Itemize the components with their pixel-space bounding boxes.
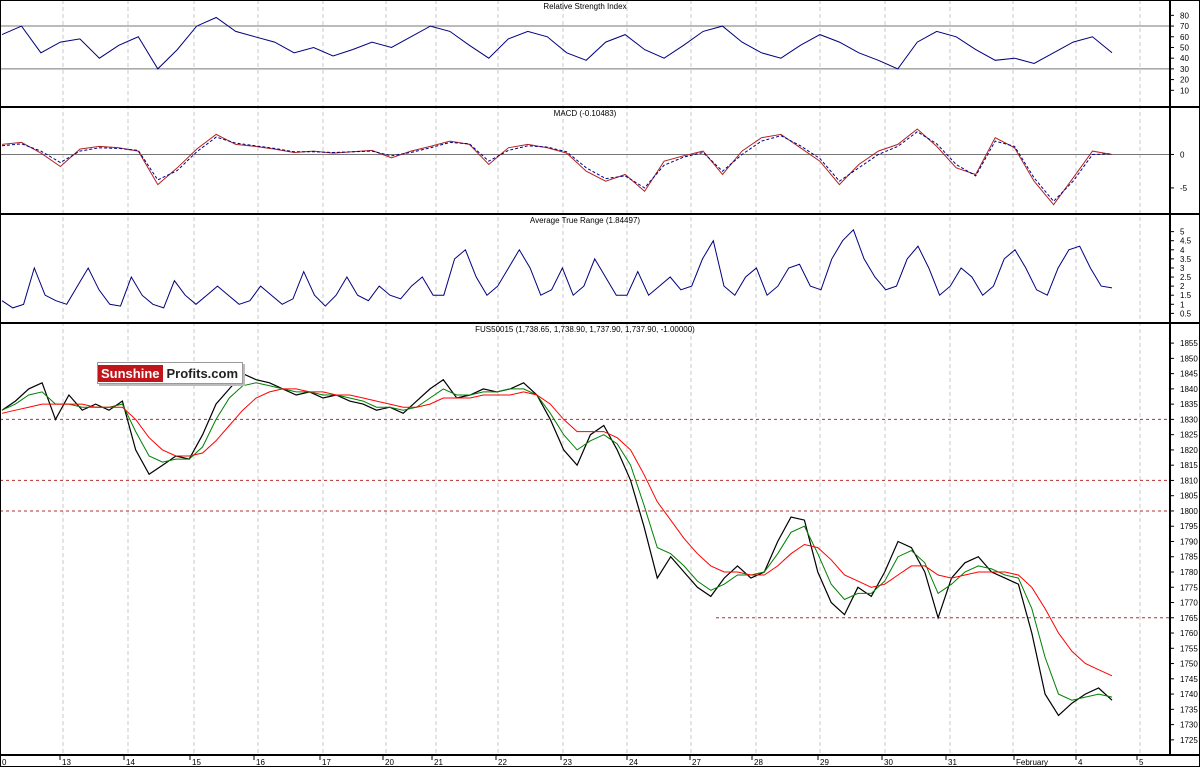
x-tick-label: 15	[192, 758, 201, 767]
x-tick-label: 31	[948, 758, 957, 767]
y-tick-label: 1820	[1180, 446, 1198, 455]
logo-part2: Profits.com	[166, 365, 239, 381]
y-tick-label: 1795	[1180, 522, 1198, 531]
panel-title: MACD (-0.10483)	[554, 109, 617, 118]
series-line	[1, 131, 1113, 203]
y-tick-label: 1730	[1180, 721, 1198, 730]
x-tick-label: February	[1016, 758, 1048, 767]
x-tick-label: 21	[434, 758, 443, 767]
y-tick-label: 1810	[1180, 476, 1198, 485]
x-tick-label: 27	[692, 758, 701, 767]
y-tick-label: 1.5	[1180, 291, 1192, 300]
y-tick-label: 3.5	[1180, 255, 1192, 264]
x-tick-label: 28	[754, 758, 763, 767]
axis-frame	[1170, 107, 1200, 214]
y-tick-label: 10	[1180, 86, 1189, 95]
series-line	[1, 16, 1113, 70]
x-tick-label: 16	[256, 758, 265, 767]
y-tick-label: 1740	[1180, 690, 1198, 699]
y-tick-label: 70	[1180, 22, 1189, 31]
logo-part1: Sunshine	[98, 364, 163, 382]
panel-frame	[0, 107, 1170, 214]
y-tick-label: 80	[1180, 11, 1189, 20]
y-tick-label: 1830	[1180, 415, 1198, 424]
x-tick-label: 24	[629, 758, 638, 767]
y-tick-label: 0	[1180, 150, 1185, 159]
y-tick-label: 4	[1180, 246, 1185, 255]
panel-frame	[0, 0, 1170, 107]
series-line	[1, 128, 1113, 206]
x-tick-label: 29	[820, 758, 829, 767]
axis-frame	[1170, 214, 1200, 323]
x-tick-label: 14	[126, 758, 135, 767]
y-tick-label: 60	[1180, 33, 1189, 42]
series-line	[1, 388, 1113, 677]
y-tick-label: 50	[1180, 43, 1189, 52]
x-tick-label: 4	[1078, 758, 1083, 767]
x-tick-label: 20	[385, 758, 394, 767]
y-tick-label: 1845	[1180, 370, 1198, 379]
y-tick-label: 3	[1180, 264, 1185, 273]
y-tick-label: 1825	[1180, 431, 1198, 440]
x-tick-label: 30	[884, 758, 893, 767]
y-tick-label: 2.5	[1180, 273, 1192, 282]
y-tick-label: 30	[1180, 65, 1189, 74]
y-tick-label: 2	[1180, 282, 1185, 291]
y-tick-label: 1800	[1180, 507, 1198, 516]
y-tick-label: 1770	[1180, 599, 1198, 608]
sunshine-profits-logo[interactable]: Sunshine Profits.com	[97, 362, 244, 384]
y-tick-label: 1	[1180, 300, 1185, 309]
x-tick-label: 5	[1139, 758, 1144, 767]
y-tick-label: 1745	[1180, 675, 1198, 684]
y-tick-label: 0.5	[1180, 309, 1192, 318]
y-tick-label: 1785	[1180, 553, 1198, 562]
y-tick-label: 1775	[1180, 583, 1198, 592]
y-tick-label: 1725	[1180, 736, 1198, 745]
y-tick-label: 1815	[1180, 461, 1198, 470]
x-tick-label: 22	[498, 758, 507, 767]
y-tick-label: 1850	[1180, 354, 1198, 363]
y-tick-label: 1805	[1180, 492, 1198, 501]
series-line	[1, 382, 1113, 701]
y-tick-label: 1760	[1180, 629, 1198, 638]
y-tick-label: 1755	[1180, 644, 1198, 653]
y-tick-label: 1840	[1180, 385, 1198, 394]
panel-title: Relative Strength Index	[543, 2, 626, 11]
y-tick-label: 1835	[1180, 400, 1198, 409]
x-tick-label: 17	[322, 758, 331, 767]
y-tick-label: 4.5	[1180, 237, 1192, 246]
y-tick-label: -5	[1180, 184, 1188, 193]
x-tick-label: 13	[62, 758, 71, 767]
x-tick-label: 0	[2, 758, 7, 767]
panel-title: FUS50015 (1,738.65, 1,738.90, 1,737.90, …	[475, 325, 695, 334]
y-tick-label: 1790	[1180, 537, 1198, 546]
panel-frame	[0, 323, 1170, 755]
y-tick-label: 1735	[1180, 705, 1198, 714]
series-line	[1, 372, 1113, 717]
y-tick-label: 20	[1180, 76, 1189, 85]
y-tick-label: 1765	[1180, 614, 1198, 623]
y-tick-label: 5	[1180, 228, 1185, 237]
y-tick-label: 1855	[1180, 339, 1198, 348]
y-tick-label: 1780	[1180, 568, 1198, 577]
panel-title: Average True Range (1.84497)	[530, 216, 640, 225]
y-tick-label: 40	[1180, 54, 1189, 63]
panel-frame	[0, 214, 1170, 323]
y-tick-label: 1750	[1180, 660, 1198, 669]
x-tick-label: 23	[563, 758, 572, 767]
series-line	[1, 228, 1113, 309]
